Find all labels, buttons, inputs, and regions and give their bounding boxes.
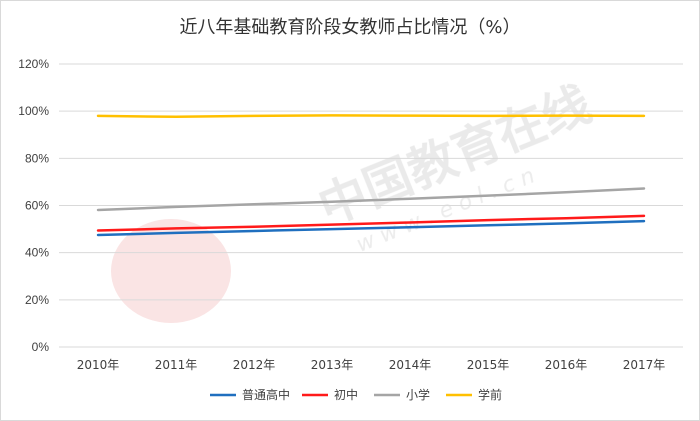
legend: 普通高中 初中 小学 学前 <box>210 387 502 402</box>
series-line-0 <box>96 219 646 237</box>
chart-title: 近八年基础教育阶段女教师占比情况（%） <box>179 17 521 38</box>
y-tick-label: 120% <box>18 57 49 71</box>
legend-label: 小学 <box>406 387 430 402</box>
x-tick-label: 2010年 <box>77 358 120 372</box>
x-tick-label: 2011年 <box>155 358 198 372</box>
legend-label: 初中 <box>334 387 358 402</box>
y-tick-label: 20% <box>25 293 49 307</box>
y-tick-label: 0% <box>32 340 50 354</box>
watermark-logo-shape <box>111 219 231 323</box>
gridlines <box>59 63 683 348</box>
legend-label: 普通高中 <box>242 387 290 402</box>
x-tick-label: 2016年 <box>545 358 588 372</box>
y-tick-label: 80% <box>25 151 49 165</box>
x-tick-label: 2015年 <box>467 358 510 372</box>
x-tick-label: 2014年 <box>389 358 432 372</box>
y-tick-label: 60% <box>25 199 49 213</box>
series-line-1 <box>96 214 646 232</box>
y-axis: 0% 20% 40% 60% 80% 100% 120% <box>18 57 49 354</box>
series-line-3 <box>96 114 646 119</box>
series-line-2 <box>96 187 646 212</box>
legend-label: 学前 <box>478 387 502 402</box>
x-tick-label: 2017年 <box>623 358 666 372</box>
y-tick-label: 100% <box>18 104 49 118</box>
x-tick-label: 2013年 <box>311 358 354 372</box>
x-tick-label: 2012年 <box>233 358 276 372</box>
y-tick-label: 40% <box>25 246 49 260</box>
series-lines <box>96 114 646 237</box>
x-axis: 2010年 2011年 2012年 2013年 2014年 2015年 2016年 2017年 <box>77 358 666 372</box>
